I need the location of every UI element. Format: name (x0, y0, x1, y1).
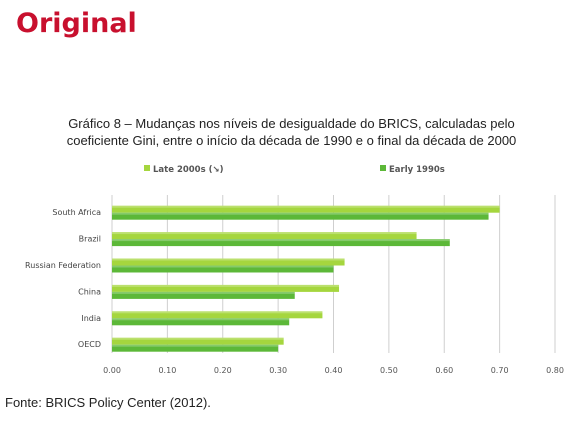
bar-highlight (112, 232, 417, 235)
bar-india-early-1990s (112, 318, 290, 326)
category-label-india: India (81, 314, 101, 323)
bar-brazil-early-1990s (112, 239, 450, 247)
x-tick-label: 0.40 (325, 366, 343, 375)
chart-caption-line-1: Gráfico 8 – Mudanças nos níveis de desig… (68, 116, 515, 131)
x-tick-label: 0.20 (214, 366, 232, 375)
inequality-bar-chart: Late 2000s (↘) Early 1990s South Africa Br… (25, 165, 564, 375)
bar-oecd-late-2000s (112, 337, 284, 345)
x-tick-label: 0.80 (546, 366, 564, 375)
legend-swatch-late-2000s (144, 165, 150, 171)
chart-caption: Gráfico 8 – Mudanças nos níveis de desig… (0, 115, 583, 149)
chart-bars (112, 205, 500, 352)
legend-label-early-1990s: Early 1990s (389, 165, 445, 175)
chart-x-tick-labels: 0.00 0.10 0.20 0.30 0.40 0.50 0.60 0.70 0.80 (103, 366, 564, 375)
bar-highlight (112, 318, 290, 321)
bar-south-africa-late-2000s (112, 205, 500, 213)
legend-swatch-early-1990s (380, 165, 386, 171)
bar-russian-federation-late-2000s (112, 258, 345, 266)
bar-highlight (112, 212, 489, 215)
chart-category-labels: South Africa Brazil Russian Federation Chin… (25, 208, 101, 349)
bar-china-early-1990s (112, 291, 295, 299)
bar-highlight (112, 265, 334, 268)
category-label-china: China (78, 287, 101, 296)
bar-highlight (112, 291, 295, 294)
bar-highlight (112, 284, 340, 287)
x-tick-label: 0.10 (158, 366, 176, 375)
bar-highlight (112, 344, 279, 347)
source-note: Fonte: BRICS Policy Center (2012). (5, 395, 211, 410)
bar-highlight (112, 258, 345, 261)
chart-gridlines (111, 195, 556, 353)
bar-south-africa-early-1990s (112, 212, 489, 220)
x-tick-label: 0.00 (103, 366, 121, 375)
category-label-oecd: OECD (78, 340, 101, 349)
x-tick-label: 0.70 (491, 366, 509, 375)
bar-highlight (112, 239, 450, 242)
category-label-south-africa: South Africa (52, 208, 101, 217)
x-tick-label: 0.60 (435, 366, 453, 375)
category-label-russian-federation: Russian Federation (25, 261, 101, 270)
bar-brazil-late-2000s (112, 232, 417, 240)
bar-india-late-2000s (112, 311, 323, 319)
page-heading: Original (16, 8, 137, 39)
bar-highlight (112, 311, 323, 314)
chart-caption-line-2: coeficiente Gini, entre o início da déca… (66, 133, 517, 148)
legend-label-late-2000s: Late 2000s (↘) (153, 165, 224, 175)
x-tick-label: 0.30 (269, 366, 287, 375)
bar-china-late-2000s (112, 284, 340, 292)
bar-highlight (112, 337, 284, 340)
category-label-brazil: Brazil (79, 235, 101, 244)
x-tick-label: 0.50 (380, 366, 398, 375)
chart-legend: Late 2000s (↘) Early 1990s (144, 165, 445, 175)
bar-russian-federation-early-1990s (112, 265, 334, 273)
bar-oecd-early-1990s (112, 344, 279, 352)
bar-highlight (112, 205, 500, 208)
